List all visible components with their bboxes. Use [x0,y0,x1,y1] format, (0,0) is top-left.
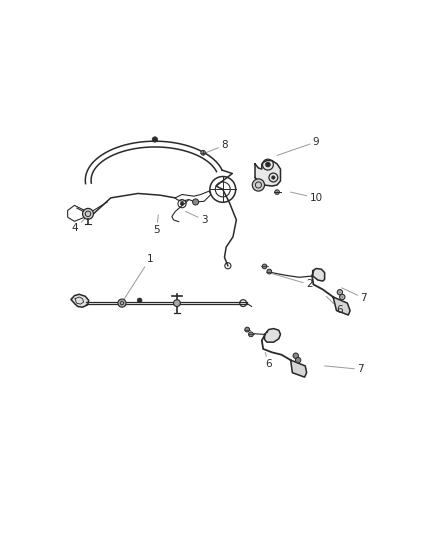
Circle shape [265,162,270,167]
Circle shape [249,332,253,337]
Polygon shape [265,328,280,342]
Circle shape [252,179,265,191]
Circle shape [201,150,205,155]
Circle shape [137,298,142,303]
Text: 6: 6 [265,352,272,369]
Circle shape [180,202,184,205]
Circle shape [245,327,250,332]
Text: 5: 5 [153,215,160,235]
Polygon shape [291,360,307,377]
Text: 4: 4 [72,216,87,233]
Circle shape [339,294,345,300]
Text: 7: 7 [342,288,367,303]
Text: 2: 2 [268,272,313,289]
Polygon shape [255,160,280,186]
Circle shape [337,289,343,295]
Text: 7: 7 [325,364,364,374]
Circle shape [193,199,199,205]
Circle shape [293,353,298,358]
Polygon shape [71,294,88,307]
Circle shape [272,176,275,179]
Circle shape [83,208,93,219]
Circle shape [267,269,272,274]
Text: 8: 8 [206,140,228,153]
Text: 3: 3 [185,212,208,225]
Polygon shape [313,269,325,281]
Text: 1: 1 [123,254,153,302]
Circle shape [262,264,267,269]
Circle shape [295,358,301,363]
Text: 9: 9 [277,137,319,156]
Circle shape [173,300,180,306]
Text: 6: 6 [326,296,343,315]
Circle shape [152,137,158,142]
Polygon shape [333,297,350,315]
Text: 10: 10 [291,192,323,203]
Circle shape [275,190,279,195]
Circle shape [118,299,126,307]
